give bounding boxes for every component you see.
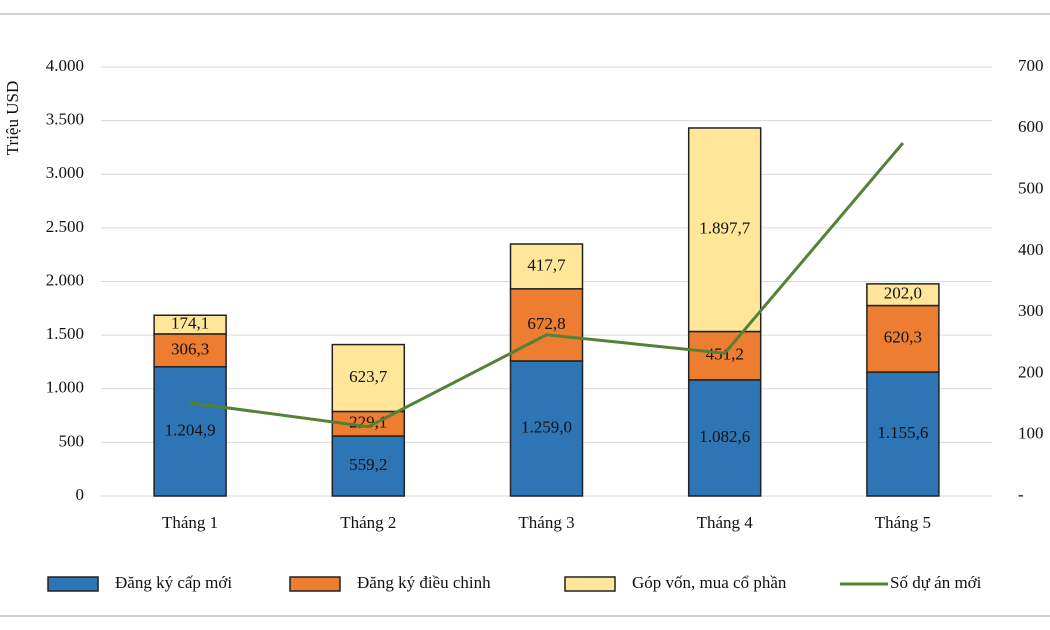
bar-segment [509,360,584,497]
value-label: 417,7 [527,255,566,274]
y2-tick-label: 100 [1018,424,1044,443]
bar-segment [331,435,406,497]
value-label: 174,1 [171,313,209,332]
y-tick-label: 500 [59,431,85,450]
value-label: 623,7 [349,367,388,386]
y-tick-label: 3.500 [46,110,84,129]
y2-tick-label: 300 [1018,301,1044,320]
legend-label: Góp vốn, mua cổ phần [632,573,787,592]
y2-tick-label: - [1018,485,1024,504]
value-label: 1.204,9 [165,420,216,439]
line-series [189,142,905,429]
bar-segment [509,243,584,290]
bar-segment [687,379,762,497]
x-tick-label: Tháng 3 [518,513,574,532]
value-label: 1.082,6 [699,427,750,446]
bar-segment [153,314,227,335]
y2-tick-label: 700 [1018,56,1044,75]
x-tick-label: Tháng 1 [162,513,218,532]
value-label: 1.897,7 [699,219,751,238]
y-tick-label: 0 [76,485,85,504]
value-label: 672,8 [527,314,565,333]
value-label: 620,3 [884,328,922,347]
y2-tick-label: 600 [1018,117,1044,136]
y-tick-label: 4.000 [46,56,84,75]
x-tick-label: Tháng 5 [875,513,931,532]
legend-swatch [289,576,341,592]
bar-segment [153,366,227,497]
legend-label: Số dự án mới [890,573,982,592]
legend-swatch [47,576,99,592]
y-tick-label: 1.500 [46,324,84,343]
value-label: 1.259,0 [521,417,572,436]
y-tick-label: 3.000 [46,163,84,182]
bar-segment [331,343,406,413]
y-axis-label: Triệu USD [3,81,22,155]
y-tick-label: 2.000 [46,270,84,289]
value-label: 306,3 [171,339,209,358]
x-tick-label: Tháng 2 [340,513,396,532]
y-tick-label: 2.500 [46,217,84,236]
y2-tick-label: 500 [1018,178,1044,197]
value-label: 229,1 [349,413,387,432]
bar-segment [687,127,762,333]
bar-segment [866,283,940,307]
y-tick-label: 1.000 [46,378,84,397]
value-label: 202,0 [884,284,922,303]
legend-swatch [564,576,616,592]
bar-segment [866,371,940,497]
y2-tick-label: 400 [1018,240,1044,259]
y2-tick-label: 200 [1018,362,1044,381]
legend-label: Đăng ký điều chinh [357,573,491,592]
value-label: 1.155,6 [877,423,928,442]
x-tick-label: Tháng 4 [697,513,754,532]
legend-label: Đăng ký cấp mới [115,573,232,592]
value-label: 559,2 [349,455,387,474]
bar-segment [866,304,940,373]
